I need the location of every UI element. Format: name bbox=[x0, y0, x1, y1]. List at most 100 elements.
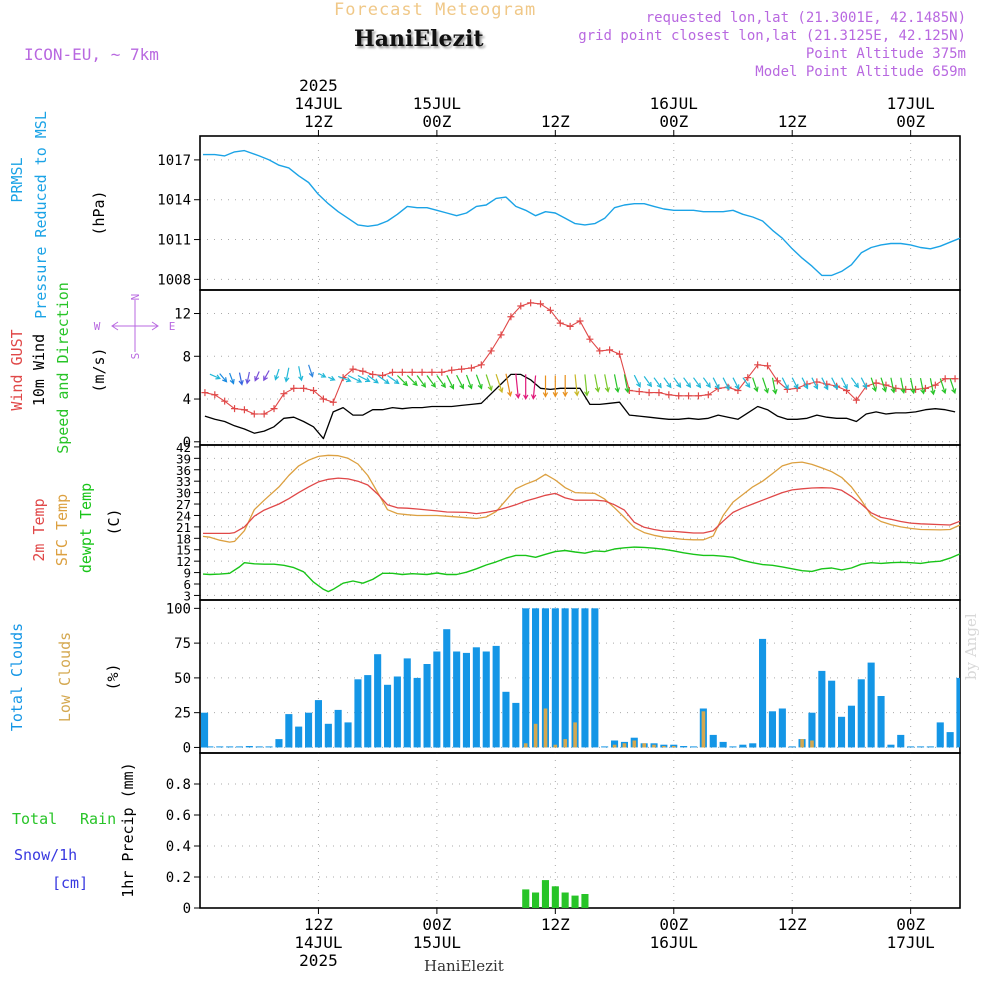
gridpoint-coords: grid point closest lon,lat (21.3125E, 42… bbox=[578, 28, 966, 44]
total-cloud-bar bbox=[581, 608, 589, 748]
wind-direction-arrow bbox=[446, 375, 455, 390]
temperature-frame bbox=[199, 444, 961, 601]
wind-direction-arrow bbox=[683, 377, 692, 389]
wind-direction-arrow bbox=[219, 373, 228, 383]
gust-marker bbox=[369, 370, 377, 378]
temperature-tick-label: 18 bbox=[176, 531, 191, 546]
gust-marker bbox=[310, 386, 318, 394]
wind-direction-arrow bbox=[594, 374, 601, 393]
dewpoint-label: dewpt Temp bbox=[77, 483, 95, 573]
wind-direction-arrow bbox=[530, 375, 537, 400]
gust-marker bbox=[675, 392, 683, 400]
top-time-label: 12Z bbox=[541, 112, 570, 131]
precip-tick-label: 0.2 bbox=[166, 870, 191, 886]
wind-tick-label: 0 bbox=[183, 435, 191, 451]
total-cloud-bar bbox=[374, 654, 382, 748]
total-cloud-bar bbox=[265, 746, 273, 748]
total-cloud-bar bbox=[838, 716, 846, 748]
gust-marker bbox=[240, 406, 248, 414]
wind-direction-arrow bbox=[274, 368, 280, 381]
total-cloud-bar bbox=[680, 746, 688, 748]
wind-direction-arrow bbox=[318, 372, 327, 378]
wind-direction-arrow bbox=[367, 375, 379, 384]
gust-marker bbox=[260, 410, 268, 418]
total-cloud-bar bbox=[453, 651, 461, 748]
wind-direction-arrow bbox=[762, 377, 769, 394]
total-cloud-bar bbox=[887, 744, 895, 748]
gust-marker bbox=[201, 389, 209, 397]
pressure-unit: (hPa) bbox=[90, 190, 108, 235]
clouds-tick-label: 75 bbox=[174, 636, 191, 652]
temp-2m-line bbox=[203, 477, 961, 535]
total-cloud-bar bbox=[314, 700, 322, 748]
total-cloud-bar bbox=[611, 740, 619, 748]
location-name: HaniElezit bbox=[354, 26, 484, 52]
low-cloud-bar bbox=[553, 744, 558, 748]
wind-direction-arrow bbox=[831, 377, 838, 390]
total-cloud-bar bbox=[226, 746, 234, 748]
wind-direction-arrow bbox=[929, 378, 936, 396]
wind-direction-arrow bbox=[791, 377, 799, 390]
wind-unit: (m/s) bbox=[90, 347, 108, 392]
bottom-time-label: 16JUL bbox=[650, 933, 698, 952]
gust-marker bbox=[359, 367, 367, 375]
precip-tick-label: 0.4 bbox=[166, 839, 191, 855]
total-cloud-bar bbox=[561, 608, 569, 748]
sfc-temp-label: SFC Temp bbox=[53, 494, 71, 566]
temperature-tick-label: 39 bbox=[176, 451, 191, 466]
gust-marker bbox=[448, 366, 456, 374]
model-name: ICON-EU, ~ 7km bbox=[24, 45, 159, 64]
total-clouds-label: Total Clouds bbox=[8, 623, 26, 731]
temperature-tick-label: 12 bbox=[176, 554, 191, 569]
bottom-time-label: 12Z bbox=[778, 915, 807, 934]
pressure-tick-label: 1014 bbox=[157, 193, 191, 209]
low-cloud-bar bbox=[672, 746, 676, 748]
top-time-label: 00Z bbox=[422, 112, 451, 131]
total-cloud-bar bbox=[857, 679, 865, 748]
wind-direction-arrow bbox=[910, 377, 916, 395]
wind-direction-arrow bbox=[673, 377, 682, 389]
wind-tick-label: 8 bbox=[183, 349, 191, 365]
compass-w: W bbox=[94, 320, 101, 333]
total-cloud-bar bbox=[354, 679, 362, 748]
temperature-tick-label: 24 bbox=[176, 508, 191, 523]
total-cloud-bar bbox=[472, 647, 480, 748]
wind-direction-arrow bbox=[623, 374, 630, 394]
pressure-panel: 1008 1011 1014 1017 bbox=[157, 135, 961, 291]
total-cloud-bar bbox=[719, 741, 727, 748]
wind-direction-arrow bbox=[752, 377, 759, 393]
wind-direction-arrow bbox=[328, 375, 336, 381]
temperature-tick-label: 30 bbox=[176, 486, 191, 501]
gust-marker bbox=[477, 361, 485, 369]
total-cloud-bar bbox=[847, 705, 855, 748]
gust-marker bbox=[231, 405, 239, 413]
wind-direction-arrow bbox=[821, 377, 829, 391]
low-clouds-label: Low Clouds bbox=[56, 632, 74, 722]
low-cloud-bar bbox=[800, 739, 804, 748]
total-cloud-bar bbox=[818, 670, 826, 748]
precip-tick-label: 0 bbox=[183, 901, 191, 917]
pressure-line bbox=[203, 149, 961, 277]
total-cloud-bar bbox=[255, 746, 263, 748]
wind-direction-arrow bbox=[357, 374, 371, 383]
low-cloud-bar bbox=[533, 723, 538, 748]
low-cloud-bar bbox=[622, 743, 627, 748]
gust-marker bbox=[773, 377, 781, 385]
total-cloud-bar bbox=[808, 712, 816, 748]
total-cloud-bar bbox=[364, 675, 372, 748]
bottom-time-label: 17JUL bbox=[887, 933, 935, 952]
clouds-tick-label: 0 bbox=[183, 740, 191, 756]
total-cloud-bar bbox=[571, 608, 579, 748]
gust-marker bbox=[379, 372, 387, 380]
gust-marker bbox=[694, 392, 702, 400]
rain-bar bbox=[561, 892, 569, 908]
wind-direction-arrow bbox=[653, 377, 662, 389]
total-cloud-bar bbox=[729, 746, 737, 748]
wind-panel: 0 4 8 12 bbox=[174, 289, 961, 451]
clouds-unit: (%) bbox=[104, 663, 122, 690]
total-cloud-bar bbox=[956, 677, 960, 748]
top-time-label: 00Z bbox=[896, 112, 925, 131]
gust-marker bbox=[556, 319, 564, 327]
total-cloud-bar bbox=[867, 662, 875, 748]
